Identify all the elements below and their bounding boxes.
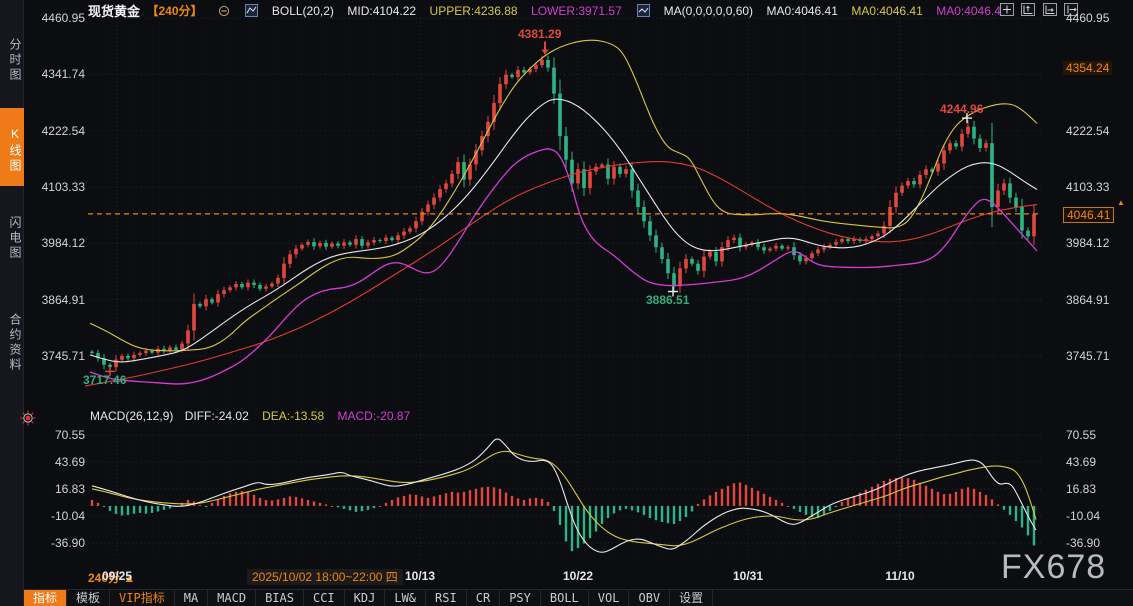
chart-canvas[interactable] bbox=[0, 0, 1133, 606]
price-tick-left: 3745.71 bbox=[42, 349, 85, 363]
macd-tick-left: -36.90 bbox=[51, 536, 85, 550]
ma0-white-value: MA0:4046.41 bbox=[767, 4, 838, 18]
watermark: FX678 bbox=[1001, 548, 1106, 587]
time-tick: 10/13 bbox=[405, 569, 435, 583]
price-tick-left: 4341.74 bbox=[42, 67, 85, 81]
period-badge: 【240分】 bbox=[146, 2, 202, 19]
crosshair-tool-icon[interactable] bbox=[1000, 3, 1015, 17]
alert-blink-icon bbox=[20, 410, 36, 426]
crosshair-date-tooltip: 2025/10/02 18:00~22:00 四 bbox=[247, 569, 403, 585]
macd-tick-right: 16.83 bbox=[1066, 482, 1096, 496]
price-tick-left: 4460.95 bbox=[42, 11, 85, 25]
price-tick-left: 4222.54 bbox=[42, 124, 85, 138]
chart-app: 分时图K线图闪电图合约资料 现货黄金 【240分】 BOLL(20,2) MID… bbox=[0, 0, 1133, 606]
price-tick-right: 4103.33 bbox=[1066, 180, 1109, 194]
zoom-in-axis-icon[interactable] bbox=[1021, 3, 1036, 17]
price-tick-right: 4222.54 bbox=[1066, 124, 1109, 138]
time-tick: 10/31 bbox=[733, 569, 763, 583]
price-tick-right: 3984.12 bbox=[1066, 236, 1109, 250]
macd-tick-left: 43.69 bbox=[55, 455, 85, 469]
macd-legend: MACD(26,12,9) DIFF:-24.02 DEA:-13.58 MAC… bbox=[90, 409, 410, 423]
macd-tick-right: -10.04 bbox=[1066, 509, 1100, 523]
macd-diff-value: DIFF:-24.02 bbox=[185, 409, 249, 423]
boll-label: BOLL(20,2) bbox=[272, 4, 334, 18]
ma0-yellow-value: MA0:4046.41 bbox=[851, 4, 922, 18]
macd-tick-left: -10.04 bbox=[51, 509, 85, 523]
price-up-arrow-icon: ▲ bbox=[1117, 198, 1125, 207]
macd-tick-right: 43.69 bbox=[1066, 455, 1096, 469]
price-tick-left: 3864.91 bbox=[42, 293, 85, 307]
macd-tick-right: 70.55 bbox=[1066, 428, 1096, 442]
macd-tick-left: 70.55 bbox=[55, 428, 85, 442]
price-tick-left: 4103.33 bbox=[42, 180, 85, 194]
indicator-legend-bar: 现货黄金 【240分】 BOLL(20,2) MID:4104.22 UPPER… bbox=[88, 1, 1017, 20]
ma0-magenta-value: MA0:4046.41 bbox=[936, 4, 1007, 18]
extreme-price-label: 3886.51 bbox=[646, 293, 689, 307]
time-tick: 11/10 bbox=[885, 569, 914, 583]
macd-dea-value: DEA:-13.58 bbox=[262, 409, 324, 423]
price-tick-left: 3984.12 bbox=[42, 236, 85, 250]
macd-macd-value: MACD:-20.87 bbox=[337, 409, 410, 423]
last-price-tag: 4046.41 bbox=[1063, 207, 1114, 223]
collapse-icon[interactable] bbox=[218, 4, 230, 18]
zoom-out-axis-icon[interactable] bbox=[1043, 3, 1058, 17]
ma-label: MA(0,0,0,0,0,60) bbox=[664, 4, 753, 18]
price-tick-right: 3864.91 bbox=[1066, 293, 1109, 307]
boll-upper-value: UPPER:4236.88 bbox=[430, 4, 518, 18]
extreme-price-label: 3717.46 bbox=[83, 373, 126, 387]
time-tick: 10/22 bbox=[563, 569, 593, 583]
extreme-price-label: 4244.96 bbox=[940, 102, 983, 116]
boll-mid-value: MID:4104.22 bbox=[347, 4, 416, 18]
symbol-name: 现货黄金 bbox=[88, 1, 140, 20]
macd-tick-left: 16.83 bbox=[55, 482, 85, 496]
extreme-price-label: 4381.29 bbox=[518, 27, 561, 41]
macd-params: MACD(26,12,9) bbox=[90, 409, 173, 423]
boll-lower-value: LOWER:3971.57 bbox=[531, 4, 622, 18]
price-tick-right: 3745.71 bbox=[1066, 349, 1109, 363]
ma-indicator-icon[interactable] bbox=[637, 4, 650, 18]
time-tick: 09/25 bbox=[102, 569, 132, 583]
price-tick-right: 4460.95 bbox=[1066, 11, 1109, 25]
boll-indicator-icon[interactable] bbox=[245, 4, 258, 18]
price-tick-right: 4354.24 bbox=[1063, 61, 1112, 75]
